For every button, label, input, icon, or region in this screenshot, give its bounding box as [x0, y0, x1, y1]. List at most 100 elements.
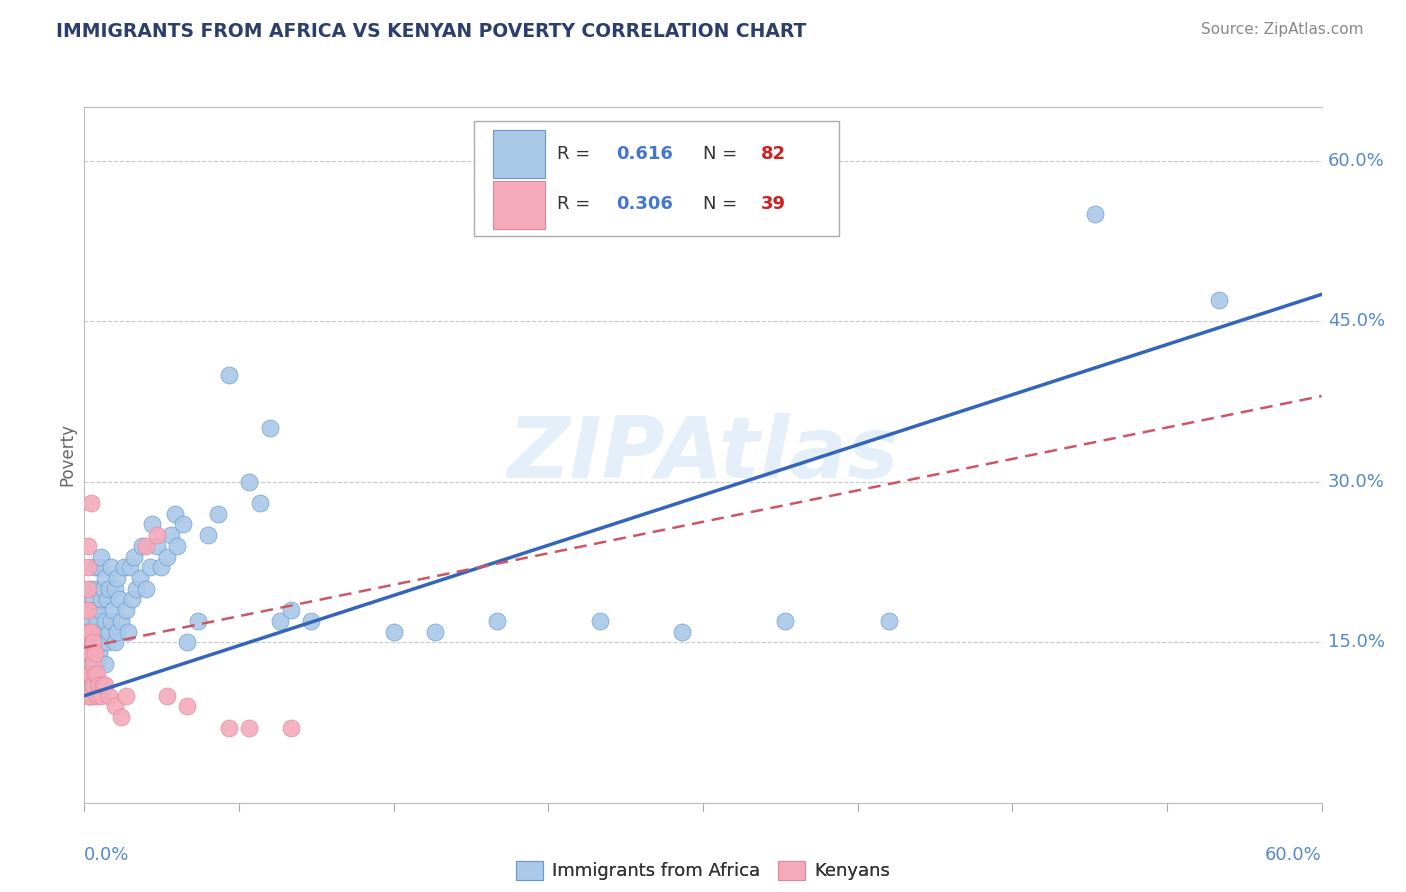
Point [86, 582, 108, 596]
Point [105, 624, 128, 639]
Point [187, 614, 209, 628]
Text: 82: 82 [761, 145, 786, 162]
Point [83, 667, 105, 681]
Point [75, 646, 97, 660]
FancyBboxPatch shape [492, 181, 544, 229]
Text: 0.306: 0.306 [616, 195, 673, 213]
Point [75, 624, 97, 639]
Text: 45.0%: 45.0% [1327, 312, 1385, 330]
Point [176, 635, 198, 649]
Point [82, 635, 104, 649]
Point [82, 678, 104, 692]
Point [129, 571, 152, 585]
Point [589, 614, 612, 628]
Point [82, 657, 104, 671]
Point [485, 614, 508, 628]
Point [141, 517, 163, 532]
Point [156, 549, 179, 564]
Text: 60.0%: 60.0% [1327, 152, 1385, 169]
Point [79, 646, 101, 660]
Point [83, 624, 105, 639]
Point [98, 624, 121, 639]
Point [87, 678, 110, 692]
Point [1084, 207, 1107, 221]
Point [86, 614, 108, 628]
Text: 15.0%: 15.0% [1327, 633, 1385, 651]
Point [87, 603, 110, 617]
Point [90, 635, 112, 649]
Point [86, 689, 108, 703]
Point [114, 689, 136, 703]
Point [269, 614, 291, 628]
Point [139, 560, 162, 574]
Point [75, 667, 97, 681]
Text: ZIPAtlas: ZIPAtlas [508, 413, 898, 497]
Point [96, 592, 118, 607]
Point [280, 603, 302, 617]
Point [197, 528, 219, 542]
Point [135, 539, 157, 553]
Point [82, 635, 104, 649]
Point [90, 549, 112, 564]
Point [77, 560, 100, 574]
Point [110, 614, 132, 628]
Point [83, 560, 105, 574]
Point [160, 528, 183, 542]
Point [90, 592, 112, 607]
Text: Source: ZipAtlas.com: Source: ZipAtlas.com [1201, 22, 1364, 37]
Point [145, 528, 167, 542]
Point [79, 689, 101, 703]
Point [83, 603, 105, 617]
Point [98, 689, 121, 703]
Point [75, 603, 97, 617]
Point [238, 721, 260, 735]
Point [105, 571, 128, 585]
Point [77, 603, 100, 617]
Text: IMMIGRANTS FROM AFRICA VS KENYAN POVERTY CORRELATION CHART: IMMIGRANTS FROM AFRICA VS KENYAN POVERTY… [56, 22, 807, 41]
Point [79, 582, 101, 596]
Point [94, 571, 117, 585]
Point [121, 592, 143, 607]
Point [131, 539, 153, 553]
Text: 60.0%: 60.0% [1265, 846, 1322, 863]
Point [75, 624, 97, 639]
Point [77, 646, 100, 660]
Point [79, 667, 101, 681]
Text: 39: 39 [761, 195, 786, 213]
Text: 0.616: 0.616 [616, 145, 673, 162]
Point [79, 496, 101, 510]
Point [82, 678, 104, 692]
Text: 0.0%: 0.0% [84, 846, 129, 863]
Y-axis label: Poverty: Poverty [58, 424, 76, 486]
Point [117, 624, 139, 639]
Point [83, 667, 105, 681]
Point [104, 635, 127, 649]
Text: 30.0%: 30.0% [1327, 473, 1385, 491]
Point [98, 582, 121, 596]
Point [91, 582, 114, 596]
Point [423, 624, 446, 639]
Point [104, 582, 127, 596]
Point [149, 560, 172, 574]
Point [86, 657, 108, 671]
Point [96, 635, 118, 649]
Point [77, 635, 100, 649]
Text: R =: R = [557, 145, 596, 162]
Point [1208, 293, 1230, 307]
Point [75, 667, 97, 681]
Point [156, 689, 179, 703]
Point [77, 603, 100, 617]
Point [118, 560, 141, 574]
Point [94, 657, 117, 671]
Point [218, 368, 240, 382]
Point [86, 667, 108, 681]
Point [145, 539, 167, 553]
Point [112, 560, 135, 574]
Point [110, 710, 132, 724]
Point [94, 678, 117, 692]
Point [382, 624, 405, 639]
Point [176, 699, 198, 714]
Point [82, 592, 104, 607]
FancyBboxPatch shape [492, 130, 544, 178]
Point [122, 549, 145, 564]
